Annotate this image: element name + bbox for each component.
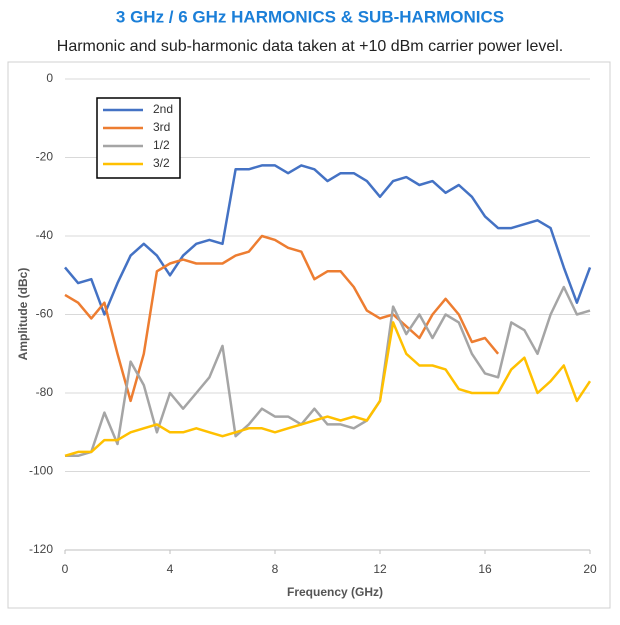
legend-label: 1/2 <box>153 138 170 152</box>
x-tick-label: 8 <box>272 562 279 576</box>
y-tick-label: 0 <box>46 71 53 85</box>
x-tick-label: 20 <box>583 562 597 576</box>
series-line <box>64 234 500 403</box>
chart-subtitle: Harmonic and sub-harmonic data taken at … <box>57 38 563 55</box>
y-tick-label: -100 <box>29 464 53 478</box>
y-tick-label: -40 <box>36 228 54 242</box>
chart-frame <box>7 61 611 609</box>
y-tick-label: -80 <box>36 385 54 399</box>
legend-label: 3/2 <box>153 156 170 170</box>
legend-label: 2nd <box>153 102 173 116</box>
series-line <box>64 164 592 316</box>
x-tick-label: 4 <box>167 562 174 576</box>
x-tick-label: 16 <box>478 562 492 576</box>
series-line <box>65 285 591 458</box>
x-tick-label: 12 <box>373 562 387 576</box>
x-axis-label: Frequency (GHz) <box>287 585 383 599</box>
series-line <box>64 321 592 457</box>
x-tick-label: 0 <box>62 562 69 576</box>
y-axis-label: Amplitude (dBc) <box>16 268 30 361</box>
y-tick-label: -60 <box>36 307 54 321</box>
chart-title: 3 GHz / 6 GHz HARMONICS & SUB-HARMONICS <box>116 7 504 26</box>
legend-label: 3rd <box>153 120 170 134</box>
y-tick-label: -120 <box>29 542 53 556</box>
y-tick-label: -20 <box>36 150 54 164</box>
